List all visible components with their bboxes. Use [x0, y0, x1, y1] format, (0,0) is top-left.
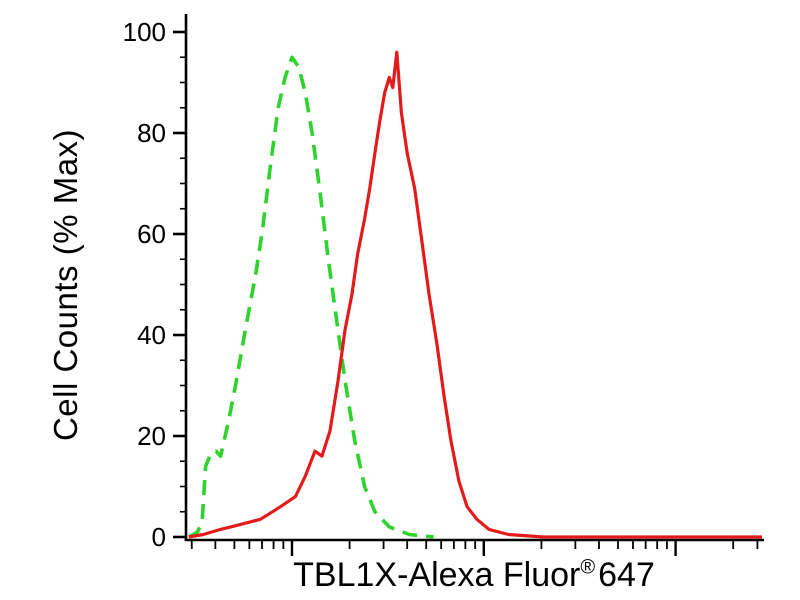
y-axis-ticks: 0 20 40 60 80 100 [123, 17, 186, 552]
y-tick-label: 60 [137, 219, 166, 249]
y-tick-label: 100 [123, 17, 166, 47]
y-tick-label: 80 [137, 118, 166, 148]
y-tick-label: 40 [137, 320, 166, 350]
x-axis-label-main: TBL1X-Alexa Fluor [293, 556, 581, 594]
y-axis-label: Cell Counts (% Max) [47, 128, 84, 442]
x-axis-label-suffix: 647 [598, 556, 655, 594]
y-tick-label: 0 [152, 522, 166, 552]
green-dashed-curve [187, 55, 434, 539]
red-solid-curve [188, 50, 762, 539]
x-axis-ticks [190, 540, 759, 556]
registered-trademark-symbol: ® [580, 556, 596, 579]
y-tick-label: 20 [137, 421, 166, 451]
axes [184, 14, 764, 542]
x-axis-label: TBL1X-Alexa Fluor®647 [186, 556, 762, 595]
